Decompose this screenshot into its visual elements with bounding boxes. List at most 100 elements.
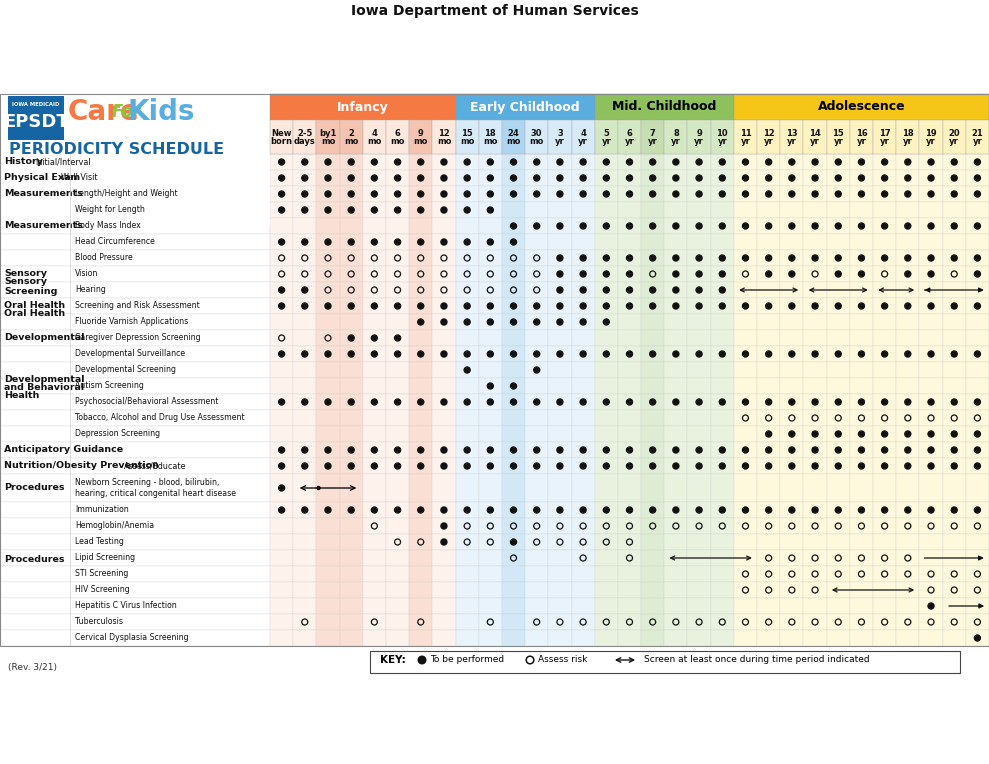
Bar	[270, 362, 293, 378]
Circle shape	[557, 507, 563, 513]
Bar	[456, 298, 479, 314]
Circle shape	[836, 191, 842, 197]
Bar	[594, 582, 618, 598]
Circle shape	[302, 239, 308, 245]
Circle shape	[905, 255, 911, 261]
Bar	[873, 250, 896, 266]
Circle shape	[836, 507, 842, 513]
Bar	[827, 426, 850, 442]
Bar	[734, 120, 757, 154]
Bar	[850, 330, 873, 346]
Bar	[665, 502, 687, 518]
Bar	[270, 170, 293, 186]
Text: yr: yr	[856, 138, 866, 147]
Bar	[548, 630, 572, 646]
Text: 15: 15	[461, 130, 473, 138]
Circle shape	[719, 271, 725, 277]
Bar	[850, 154, 873, 170]
Text: Assess/Educate: Assess/Educate	[124, 461, 186, 471]
Bar	[943, 378, 966, 394]
Bar	[827, 566, 850, 582]
Bar	[687, 186, 711, 202]
Bar	[432, 170, 456, 186]
Circle shape	[441, 239, 447, 245]
Bar	[943, 120, 966, 154]
Bar	[641, 362, 665, 378]
Bar	[780, 518, 803, 534]
Text: To be performed: To be performed	[430, 656, 504, 665]
Circle shape	[464, 399, 470, 405]
Circle shape	[603, 287, 609, 293]
Bar	[757, 250, 780, 266]
Bar	[572, 394, 594, 410]
Bar	[618, 458, 641, 474]
Bar	[339, 120, 363, 154]
Circle shape	[836, 271, 842, 277]
Bar	[293, 566, 316, 582]
Bar	[270, 378, 293, 394]
Bar	[803, 346, 827, 362]
Bar	[711, 346, 734, 362]
Bar	[687, 170, 711, 186]
Circle shape	[696, 447, 702, 453]
Bar	[896, 598, 920, 614]
Bar	[548, 582, 572, 598]
Circle shape	[464, 159, 470, 165]
Circle shape	[325, 191, 331, 197]
Circle shape	[789, 175, 795, 181]
Bar	[293, 378, 316, 394]
Bar	[943, 474, 966, 502]
Bar	[0, 218, 270, 234]
Circle shape	[510, 463, 516, 469]
Bar	[665, 442, 687, 458]
Bar	[618, 518, 641, 534]
Circle shape	[858, 159, 864, 165]
Bar	[270, 250, 293, 266]
Bar	[711, 378, 734, 394]
Circle shape	[488, 447, 494, 453]
Text: Care: Care	[68, 98, 139, 126]
Circle shape	[302, 287, 308, 293]
Bar	[594, 282, 618, 298]
Circle shape	[488, 175, 494, 181]
Bar	[270, 518, 293, 534]
Circle shape	[789, 255, 795, 261]
Bar	[803, 502, 827, 518]
Circle shape	[534, 399, 540, 405]
Bar	[548, 426, 572, 442]
Bar	[386, 598, 409, 614]
Bar	[456, 394, 479, 410]
Bar	[687, 298, 711, 314]
Bar	[456, 266, 479, 282]
Text: 8: 8	[673, 130, 678, 138]
Bar	[873, 566, 896, 582]
Circle shape	[603, 507, 609, 513]
Bar	[432, 614, 456, 630]
Bar	[734, 534, 757, 550]
Circle shape	[673, 303, 678, 309]
Circle shape	[719, 223, 725, 229]
Text: Body Mass Index: Body Mass Index	[75, 222, 140, 231]
Bar	[316, 186, 339, 202]
Bar	[479, 614, 502, 630]
Text: 15: 15	[833, 130, 845, 138]
Circle shape	[789, 191, 795, 197]
Circle shape	[858, 223, 864, 229]
Bar	[641, 566, 665, 582]
Bar	[316, 426, 339, 442]
Bar	[734, 394, 757, 410]
Circle shape	[581, 507, 586, 513]
Circle shape	[650, 351, 656, 357]
Text: yr: yr	[972, 138, 982, 147]
Bar	[594, 410, 618, 426]
Bar	[896, 266, 920, 282]
Bar	[966, 330, 989, 346]
Circle shape	[905, 447, 911, 453]
Circle shape	[372, 351, 378, 357]
Bar	[966, 186, 989, 202]
Text: 6: 6	[627, 130, 632, 138]
Circle shape	[441, 539, 447, 545]
Bar	[525, 266, 548, 282]
Circle shape	[905, 159, 911, 165]
Text: Anticipatory Guidance: Anticipatory Guidance	[4, 445, 123, 455]
